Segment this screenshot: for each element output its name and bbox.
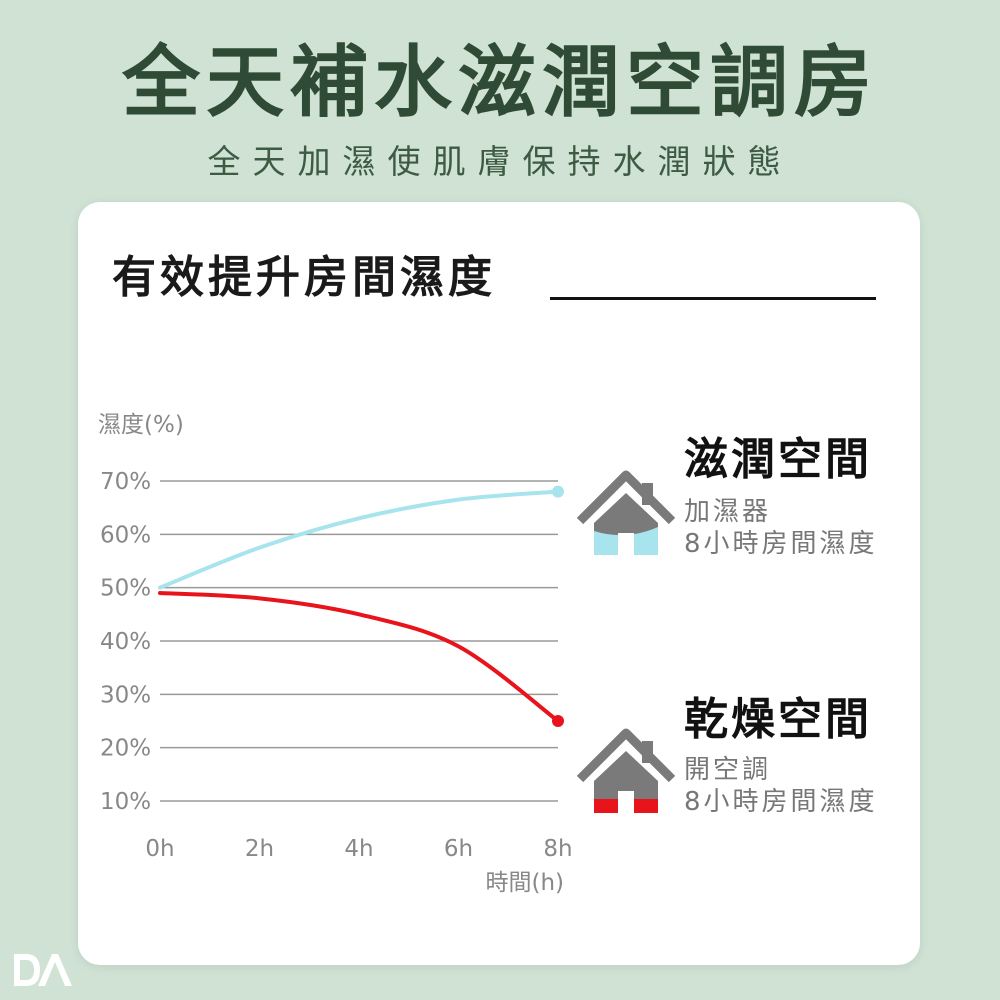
humidifier-house-icon	[576, 470, 676, 555]
moist-space-line2: 8小時房間濕度	[684, 529, 878, 559]
page-subtitle: 全天加濕使肌膚保持水潤狀態	[207, 142, 793, 181]
moist-series-line	[158, 489, 560, 590]
x-tick-label: 2h	[245, 836, 274, 862]
heading-underline	[550, 297, 876, 300]
dry-space-title: 乾燥空間	[684, 694, 872, 745]
moist-space-line1: 加濕器	[684, 497, 772, 527]
y-tick-label: 10%	[100, 789, 151, 815]
x-tick-label: 8h	[543, 836, 572, 862]
dry-space-line2: 8小時房間濕度	[684, 787, 878, 817]
moist-end-point	[552, 485, 564, 498]
air-conditioner-house-icon	[576, 728, 676, 813]
y-tick-label: 20%	[100, 736, 151, 762]
y-tick-label: 40%	[100, 629, 151, 655]
y-tick-label: 30%	[100, 682, 151, 708]
humidity-chart: 濕度(%) 時間(h) 10% 20% 30% 40% 50% 60% 70% 0h 2h 4h…	[98, 412, 676, 896]
dry-series-line	[158, 591, 560, 723]
moist-space-title: 滋潤空間	[684, 434, 872, 485]
x-tick-label: 0h	[145, 836, 174, 862]
card-heading: 有效提升房間濕度	[112, 252, 496, 303]
dry-space-line1: 開空調	[684, 755, 772, 785]
x-axis-label: 時間(h)	[485, 870, 564, 896]
dry-end-point	[552, 715, 564, 727]
x-tick-label: 4h	[344, 836, 373, 862]
y-tick-label: 60%	[100, 522, 151, 548]
y-tick-label: 70%	[100, 469, 151, 495]
page-title: 全天補水滋潤空調房	[121, 38, 878, 128]
chart-card: 有效提升房間濕度 濕度(%) 時間(h) 10% 20% 30% 40% 50% 60% 7…	[78, 202, 920, 965]
y-axis-label: 濕度(%)	[98, 412, 184, 438]
x-tick-label: 6h	[444, 836, 473, 862]
y-tick-label: 50%	[100, 576, 151, 602]
da-logo-icon	[14, 954, 72, 986]
